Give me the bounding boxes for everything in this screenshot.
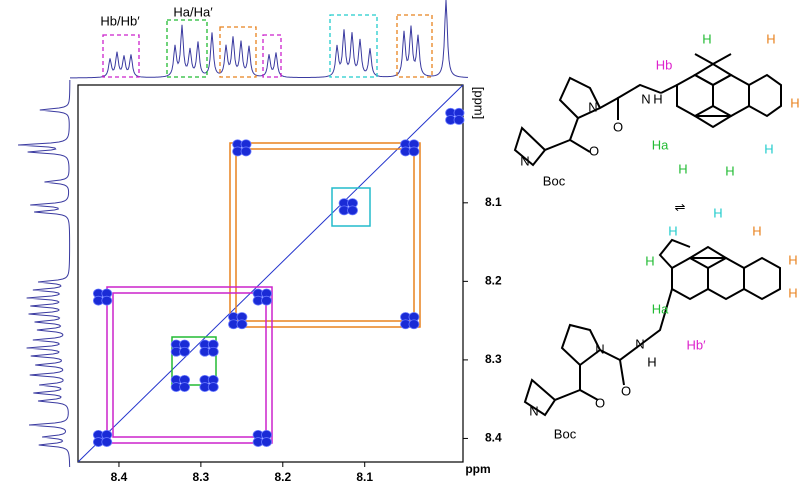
atom-label: O [595, 395, 605, 410]
atom-label: H [752, 223, 761, 238]
diagonal [77, 84, 464, 463]
x-tick-label: 8.1 [356, 470, 373, 484]
cross-peak [408, 146, 420, 157]
atom-label: H [764, 141, 773, 156]
atom-label: H [668, 223, 677, 238]
structure-bottom-bonds [523, 238, 781, 417]
atom-label: H [653, 91, 662, 106]
atom-label: N [529, 403, 538, 418]
atom-label: H [645, 253, 654, 268]
annotation: Hb/Hb′ [100, 13, 140, 28]
cross-peak [101, 437, 113, 447]
atom-label: H [678, 161, 687, 176]
structure-top: Hb H H H H H H Ha N H N O O N Boc [520, 31, 799, 188]
x-axis-label: ppm [465, 462, 490, 476]
y-tick-label: 8.1 [485, 195, 502, 209]
atom-label: H [702, 31, 711, 46]
cross-peak [261, 295, 272, 306]
1d-spectrum-top [69, 0, 469, 79]
annotation: Ha/Ha′ [173, 4, 213, 19]
atom-label: N [635, 336, 644, 351]
atom-label: H [647, 354, 656, 369]
peak-boxes [102, 14, 433, 78]
cross-peak [207, 346, 219, 357]
atom-label: H [788, 285, 797, 300]
cross-peak [179, 382, 190, 392]
x-tick-label: 8.3 [193, 470, 210, 484]
cross-peak [207, 382, 219, 392]
atom-label: O [621, 383, 631, 398]
plot-frame [77, 84, 464, 463]
atom-label: H [725, 163, 734, 178]
cross-peak [347, 205, 358, 216]
atom-label: Hb [656, 57, 673, 72]
atom-label: N [595, 341, 604, 356]
cross-peak [408, 319, 420, 330]
spin-boxes [106, 142, 421, 444]
cross-peak [236, 319, 248, 330]
atom-label: Ha [652, 301, 669, 316]
atom-label: Boc [543, 173, 566, 188]
atom-label: Ha [652, 137, 669, 152]
y-tick-label: 8.2 [485, 274, 502, 288]
cross-peak [179, 346, 190, 357]
cross-peak [453, 115, 465, 125]
atom-label: H [713, 205, 722, 220]
structure-top-bonds [513, 53, 782, 167]
atom-label: H [788, 252, 797, 267]
cross-peak [261, 437, 272, 447]
atom-label: N [588, 99, 597, 114]
atom-label: O [589, 143, 599, 158]
cross-peak [240, 146, 252, 157]
structure-bottom: H H H H H H Ha Hb′ N H N O O N Boc [529, 205, 797, 441]
equilibrium-arrow: ⇌ [675, 199, 686, 214]
atom-label: Boc [554, 426, 577, 441]
y-tick-label: 8.3 [485, 352, 502, 366]
atom-label: H [790, 95, 799, 110]
atom-label: Hb′ [686, 337, 706, 352]
y-axis-label: [ppm] [472, 87, 487, 120]
y-tick-label: 8.4 [485, 431, 502, 445]
atom-label: N [520, 153, 529, 168]
atom-label: H [766, 31, 775, 46]
1d-spectrum-left [18, 79, 71, 468]
x-tick-label: 8.4 [111, 470, 128, 484]
atom-label: O [613, 119, 623, 134]
atom-label: N [641, 91, 650, 106]
cross-peak [101, 295, 113, 306]
x-tick-label: 8.2 [274, 470, 291, 484]
